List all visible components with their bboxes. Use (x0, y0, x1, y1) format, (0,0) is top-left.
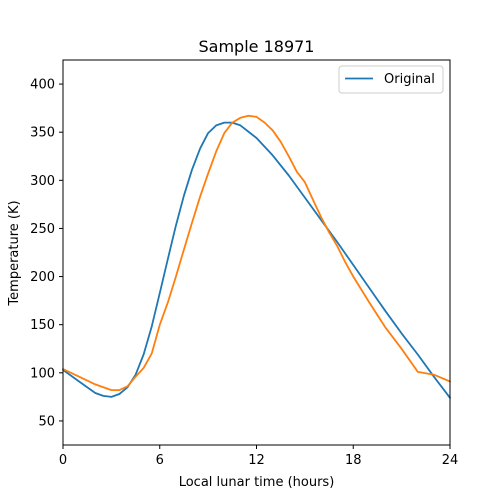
legend: Original (338, 65, 444, 94)
x-tick-label: 18 (345, 453, 362, 468)
y-tick-label: 100 (30, 366, 55, 381)
x-tick-label: 6 (156, 453, 164, 468)
y-tick-label: 150 (30, 318, 55, 333)
y-tick-label: 300 (30, 174, 55, 189)
y-tick-label: 250 (30, 222, 55, 237)
legend-box (338, 65, 444, 94)
x-axis-ticks: 0 6 12 18 24 (59, 445, 458, 468)
y-axis-ticks: 50 100 150 200 250 300 350 400 (30, 78, 63, 429)
chart-title: Sample 18971 (199, 37, 315, 56)
x-axis-label: Local lunar time (hours) (179, 475, 335, 490)
y-tick-label: 200 (30, 270, 55, 285)
series-line-1 (62, 114, 451, 391)
legend-label-original: Original (384, 72, 435, 87)
x-tick-label: 0 (59, 453, 67, 468)
y-tick-label: 400 (30, 78, 55, 93)
series-line-0 (62, 121, 451, 399)
x-tick-label: 24 (442, 453, 459, 468)
plot-lines (62, 114, 451, 399)
x-tick-label: 12 (248, 453, 265, 468)
y-tick-label: 350 (30, 126, 55, 141)
y-axis-label: Temperature (K) (7, 200, 22, 306)
y-tick-label: 50 (38, 414, 55, 429)
